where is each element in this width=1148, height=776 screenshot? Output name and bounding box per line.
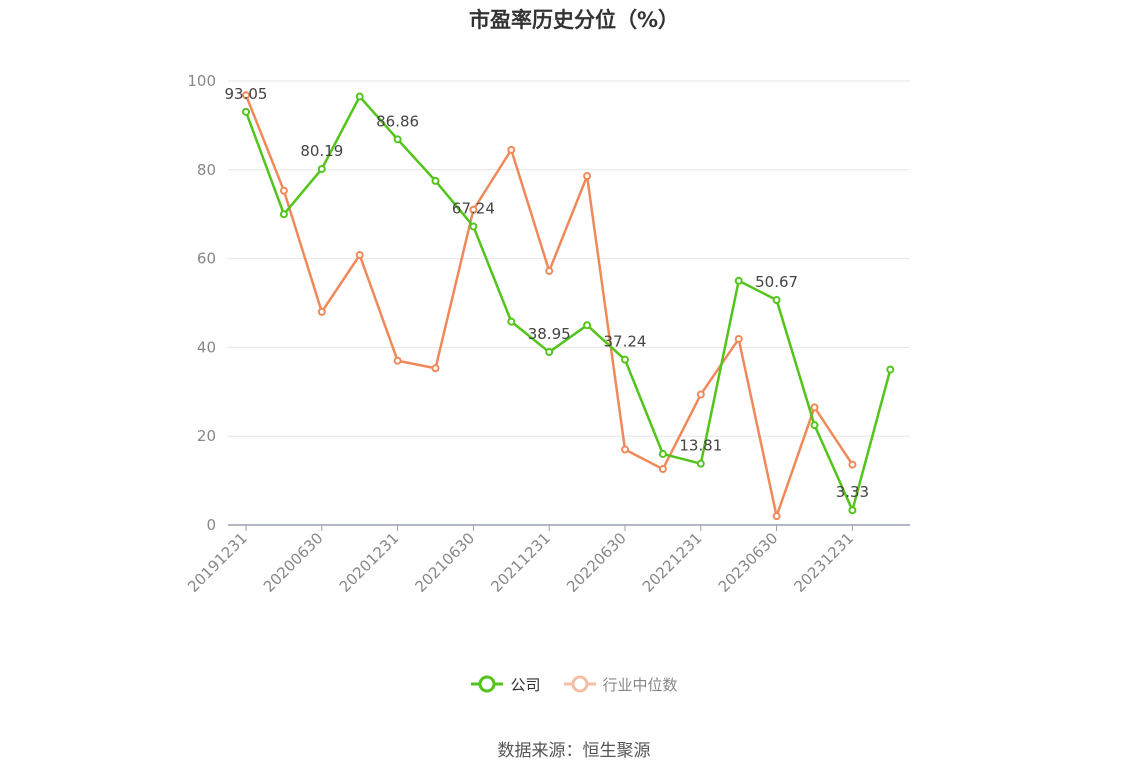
- legend-item-industry-median[interactable]: 行业中位数: [563, 672, 678, 696]
- legend: 公司 行业中位数: [0, 672, 1148, 696]
- data-label: 50.67: [755, 273, 798, 291]
- data-point-company: [696, 459, 705, 468]
- data-point-industry-median: [431, 364, 440, 373]
- data-point-industry-median: [279, 186, 288, 195]
- data-label: 13.81: [679, 437, 722, 455]
- data-point-company: [658, 449, 667, 458]
- x-tick-label: 20231231: [791, 529, 858, 596]
- series-line-company: [244, 95, 892, 512]
- x-tick-label: 20191231: [184, 529, 251, 596]
- data-label: 38.95: [528, 325, 571, 343]
- data-point-company: [279, 210, 288, 219]
- data-point-company: [848, 506, 857, 515]
- x-tick-label: 20230630: [715, 529, 782, 596]
- data-point-company: [810, 421, 819, 430]
- data-point-industry-median: [507, 145, 516, 154]
- x-tick-label: 20201231: [336, 529, 403, 596]
- data-point-industry-median: [545, 267, 554, 276]
- x-tick-label: 20221231: [639, 529, 706, 596]
- chart-title: 市盈率历史分位（%）: [468, 8, 680, 32]
- y-tick-label: 60: [197, 250, 216, 268]
- y-tick-label: 0: [206, 516, 216, 534]
- data-point-industry-median: [355, 251, 364, 260]
- x-tick-label: 20210630: [412, 529, 479, 596]
- data-label: 93.05: [225, 85, 268, 103]
- data-point-company: [886, 365, 895, 374]
- data-point-company: [431, 176, 440, 185]
- legend-label-industry-median: 行业中位数: [602, 675, 678, 694]
- y-tick-label: 40: [197, 338, 216, 356]
- data-point-company: [734, 276, 743, 285]
- x-tick-label: 20220630: [563, 529, 630, 596]
- data-point-company: [772, 296, 781, 305]
- legend-marker-icon: [563, 675, 596, 693]
- data-point-industry-median: [848, 460, 857, 469]
- data-label: 86.86: [376, 112, 419, 130]
- series-layer: [242, 91, 895, 521]
- data-point-company: [469, 222, 478, 231]
- legend-label-company: 公司: [510, 675, 541, 694]
- x-tick-label: 20200630: [260, 529, 327, 596]
- data-point-company: [355, 92, 364, 101]
- label-layer: 93.05 80.19 86.86 67.24 38.95 37.24 13.81 50.67…: [225, 85, 870, 501]
- x-tick-label: 20211231: [487, 529, 554, 596]
- data-point-industry-median: [658, 465, 667, 474]
- source-note: 数据来源：恒生聚源: [497, 741, 651, 761]
- grid-layer: [228, 80, 910, 437]
- data-point-industry-median: [242, 91, 250, 100]
- legend-marker-icon: [471, 675, 504, 693]
- data-label: 37.24: [604, 333, 647, 351]
- data-label: 67.24: [452, 199, 495, 217]
- data-point-industry-median: [317, 307, 326, 316]
- data-point-company: [393, 135, 402, 144]
- y-tick-label: 100: [187, 72, 216, 90]
- y-tick-label: 80: [197, 161, 216, 179]
- data-point-company: [317, 164, 326, 173]
- data-point-company: [545, 348, 554, 357]
- y-tick-label: 20: [197, 427, 216, 445]
- data-point-industry-median: [583, 172, 592, 181]
- data-point-industry-median: [393, 356, 402, 365]
- data-point-industry-median: [621, 445, 629, 454]
- data-point-industry-median: [696, 390, 705, 399]
- data-point-industry-median: [772, 512, 781, 521]
- data-point-company: [583, 321, 592, 330]
- data-point-industry-median: [469, 205, 478, 214]
- data-point-company: [507, 317, 516, 326]
- data-point-company: [621, 355, 629, 364]
- data-label: 80.19: [300, 142, 343, 160]
- data-point-industry-median: [810, 403, 819, 412]
- data-label: 3.33: [836, 483, 869, 501]
- data-point-industry-median: [734, 334, 743, 343]
- legend-item-company[interactable]: 公司: [470, 672, 541, 696]
- data-point-company: [242, 107, 250, 116]
